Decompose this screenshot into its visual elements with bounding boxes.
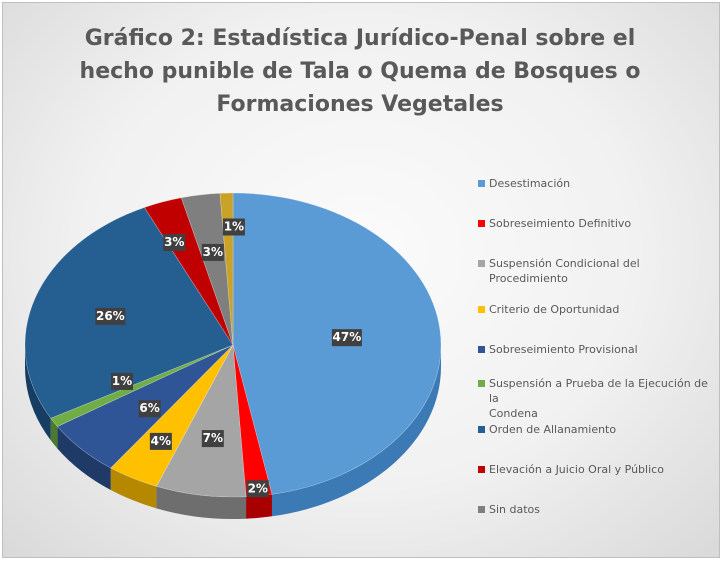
pie-slice bbox=[50, 344, 234, 427]
legend-label: Criterio de Oportunidad bbox=[489, 303, 620, 316]
legend-item: Criterio de Oportunidad bbox=[478, 302, 715, 317]
data-label-text: 26% bbox=[96, 309, 125, 323]
legend-swatch bbox=[478, 220, 485, 227]
data-label-box bbox=[331, 329, 362, 347]
legend-item: Sobreseimiento Provisional bbox=[478, 342, 715, 357]
data-label-box bbox=[222, 218, 245, 236]
legend-swatch bbox=[478, 260, 485, 267]
pie-slice-side bbox=[271, 345, 441, 517]
legend-label: Sobreseimiento Provisional bbox=[489, 343, 638, 356]
legend-item: Orden de Allanamiento bbox=[478, 422, 715, 437]
data-label-box bbox=[110, 372, 133, 390]
pie-slice bbox=[180, 192, 234, 346]
legend-swatch bbox=[478, 306, 485, 313]
chart-title-line-3: Formaciones Vegetales bbox=[216, 92, 504, 117]
data-label: 3% bbox=[163, 234, 186, 252]
data-label: 4% bbox=[149, 432, 172, 450]
chart-title-line-1: Gráfico 2: Estadística Jurídico-Penal so… bbox=[84, 26, 636, 51]
data-label: 1% bbox=[110, 372, 133, 390]
legend-swatch bbox=[478, 380, 485, 387]
legend-label: Desestimación bbox=[489, 177, 571, 190]
data-label-box bbox=[163, 234, 186, 252]
data-label-text: 1% bbox=[224, 219, 244, 233]
data-label: 1% bbox=[222, 218, 245, 236]
data-label-box bbox=[149, 432, 172, 450]
pie-slice bbox=[110, 344, 234, 487]
data-label-text: 6% bbox=[139, 401, 159, 415]
pie-slice-side bbox=[50, 418, 58, 449]
legend-label: Suspensión Condicional del Procedimiento bbox=[489, 257, 640, 285]
data-labels: 47%2%7%4%6%1%26%3%3%1% bbox=[95, 218, 362, 498]
data-label: 26% bbox=[95, 307, 126, 325]
data-label: 2% bbox=[246, 480, 269, 498]
pie-slice-side bbox=[246, 494, 272, 519]
data-label: 47% bbox=[331, 329, 362, 347]
pie-slice bbox=[24, 207, 234, 419]
data-label-text: 7% bbox=[203, 431, 223, 445]
legend-label: Orden de Allanamiento bbox=[489, 423, 617, 436]
data-label-text: 47% bbox=[333, 330, 362, 344]
pie-top bbox=[24, 192, 442, 498]
data-label-box bbox=[201, 243, 224, 261]
legend-item: Suspensión a Prueba de la Ejecución de l… bbox=[478, 376, 715, 421]
data-label: 7% bbox=[201, 430, 224, 448]
chart-title-line-2: hecho punible de Tala o Quema de Bosques… bbox=[79, 59, 641, 84]
data-label-text: 3% bbox=[203, 245, 223, 259]
data-label: 3% bbox=[201, 243, 224, 261]
data-label-box bbox=[201, 430, 224, 448]
data-label: 6% bbox=[138, 400, 161, 418]
data-label-box bbox=[95, 307, 126, 325]
pie-slice-side bbox=[156, 486, 247, 519]
legend-swatch bbox=[478, 346, 485, 353]
pie-sides bbox=[24, 345, 441, 519]
legend-label: Sin datos bbox=[489, 503, 541, 516]
data-label-text: 1% bbox=[112, 374, 132, 388]
data-label-box bbox=[246, 480, 269, 498]
pie-slice-side bbox=[110, 467, 157, 509]
legend-swatch bbox=[478, 180, 485, 187]
legend-label: Sobreseimiento Definitivo bbox=[489, 217, 632, 230]
pie-slice bbox=[155, 343, 247, 498]
data-label-box bbox=[138, 400, 161, 418]
legend-swatch bbox=[478, 506, 485, 513]
legend-item: Desestimación bbox=[478, 176, 715, 191]
legend-item: Sin datos bbox=[478, 502, 715, 517]
data-label-text: 4% bbox=[151, 434, 171, 448]
legend-item: Sobreseimiento Definitivo bbox=[478, 216, 715, 231]
legend-item: Suspensión Condicional del Procedimiento bbox=[478, 256, 715, 286]
pie-slice-side bbox=[24, 345, 51, 441]
legend-item: Elevación a Juicio Oral y Público bbox=[478, 462, 715, 477]
data-label-text: 3% bbox=[164, 235, 184, 249]
legend-swatch bbox=[478, 466, 485, 473]
pie-slice-side bbox=[57, 426, 111, 490]
legend-swatch bbox=[478, 426, 485, 433]
data-label-text: 2% bbox=[248, 481, 268, 495]
chart-title: Gráfico 2: Estadística Jurídico-Penal so… bbox=[60, 22, 660, 121]
legend-label: Elevación a Juicio Oral y Público bbox=[489, 463, 664, 476]
legend-label: Suspensión a Prueba de la Ejecución de l… bbox=[489, 377, 708, 420]
